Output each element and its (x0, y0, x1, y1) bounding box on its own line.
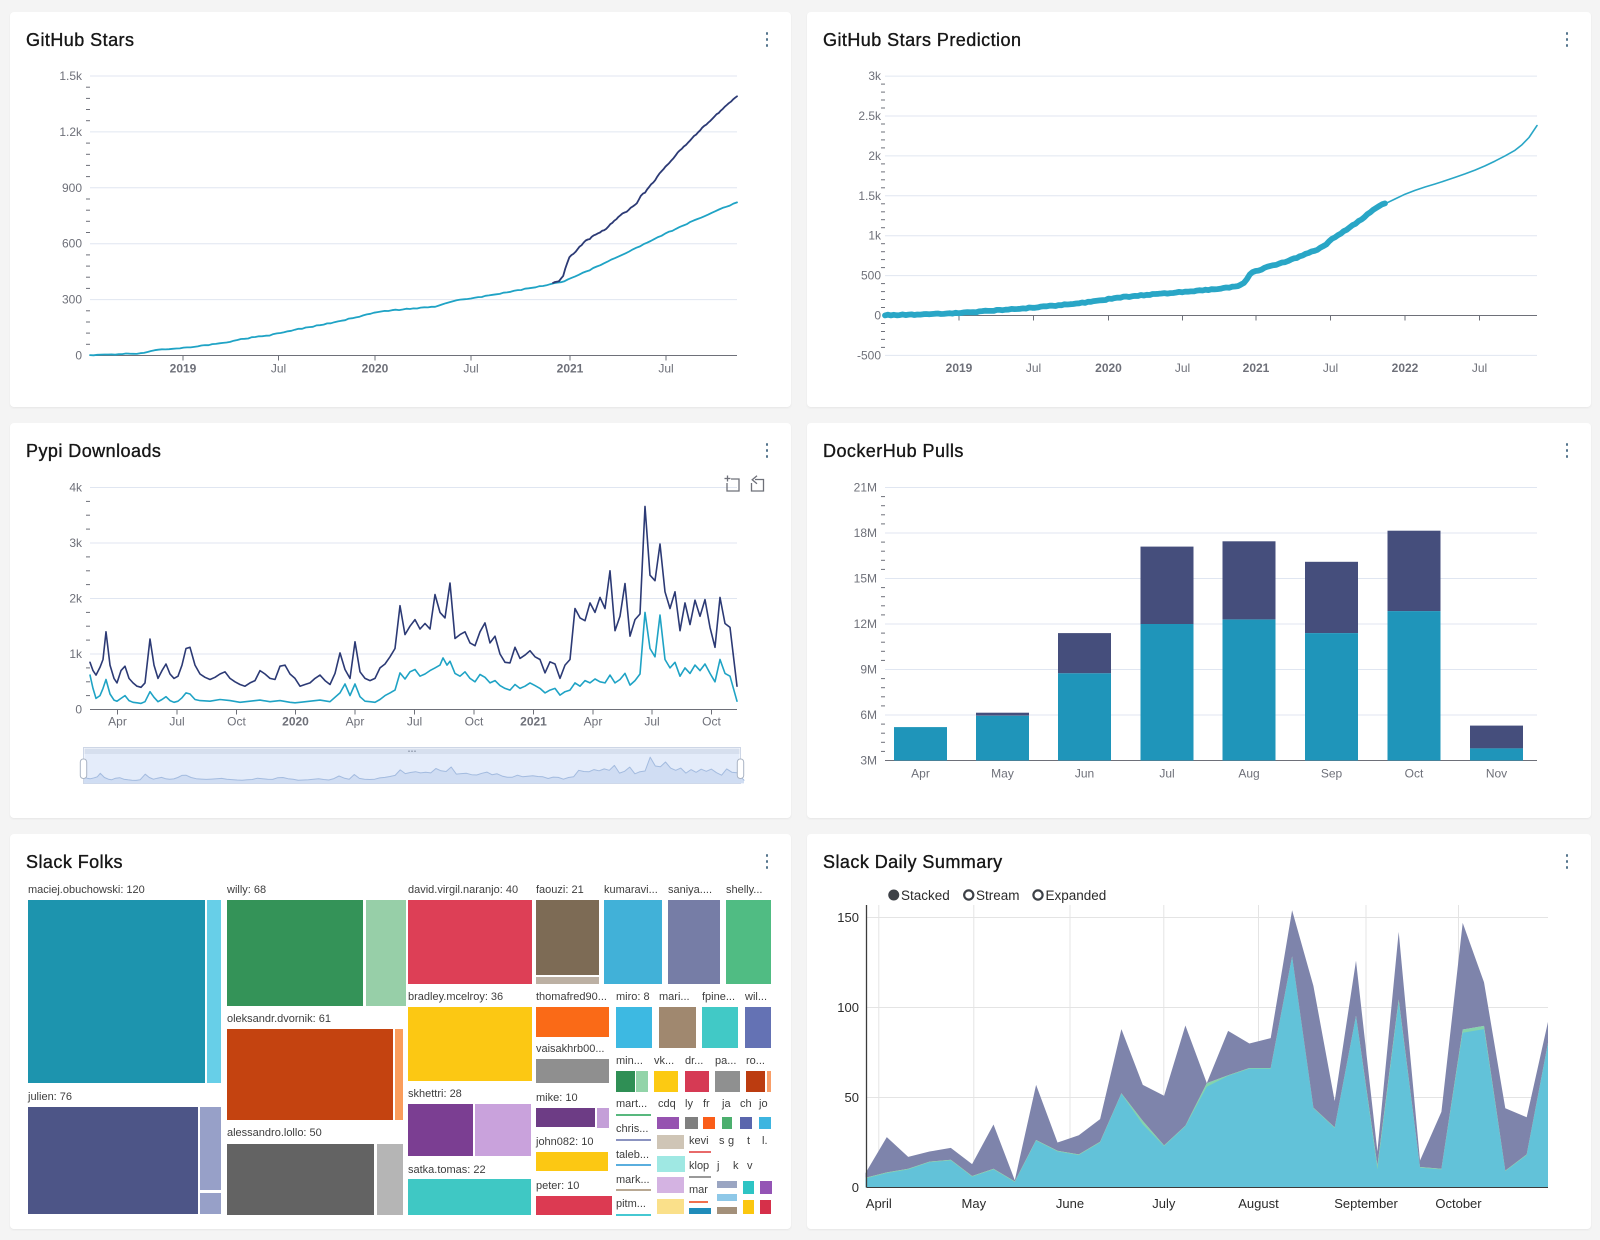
svg-text:0: 0 (75, 349, 82, 363)
svg-text:2020: 2020 (282, 715, 309, 729)
svg-text:0: 0 (75, 703, 82, 717)
svg-text:Oct: Oct (1405, 767, 1424, 781)
svg-text:2021: 2021 (1243, 361, 1270, 375)
svg-text:Jul: Jul (1472, 361, 1487, 375)
svg-text:2.5k: 2.5k (858, 109, 882, 123)
svg-text:Jun: Jun (1075, 767, 1094, 781)
svg-text:2020: 2020 (1095, 361, 1122, 375)
svg-text:April: April (866, 1196, 892, 1211)
svg-text:Apr: Apr (108, 715, 127, 729)
svg-text:300: 300 (62, 293, 82, 307)
svg-text:3M: 3M (860, 754, 877, 768)
svg-text:1.2k: 1.2k (59, 125, 83, 139)
svg-text:50: 50 (845, 1090, 859, 1105)
svg-text:18M: 18M (854, 526, 877, 540)
svg-text:2022: 2022 (1392, 361, 1419, 375)
svg-text:2021: 2021 (520, 715, 547, 729)
svg-text:May: May (962, 1196, 987, 1211)
svg-text:900: 900 (62, 181, 82, 195)
svg-text:Aug: Aug (1238, 767, 1259, 781)
svg-text:July: July (1152, 1196, 1176, 1211)
svg-text:4k: 4k (69, 481, 83, 495)
svg-text:Stream: Stream (976, 888, 1020, 903)
svg-text:Sep: Sep (1321, 767, 1343, 781)
svg-text:2019: 2019 (170, 362, 197, 376)
svg-text:May: May (991, 767, 1014, 781)
svg-text:12M: 12M (854, 617, 877, 631)
svg-text:August: August (1238, 1196, 1279, 1211)
svg-text:Jul: Jul (1323, 361, 1338, 375)
svg-text:Jul: Jul (271, 362, 286, 376)
svg-text:Apr: Apr (911, 767, 930, 781)
svg-text:500: 500 (861, 269, 881, 283)
svg-text:3k: 3k (868, 69, 882, 83)
svg-text:15M: 15M (854, 572, 877, 586)
svg-text:0: 0 (874, 309, 881, 323)
svg-text:Oct: Oct (702, 715, 721, 729)
svg-text:Jul: Jul (658, 362, 673, 376)
svg-text:2k: 2k (69, 592, 83, 606)
svg-text:Apr: Apr (346, 715, 365, 729)
svg-text:Jul: Jul (169, 715, 184, 729)
svg-text:October: October (1435, 1196, 1482, 1211)
svg-text:Expanded: Expanded (1046, 888, 1107, 903)
svg-text:1.5k: 1.5k (59, 69, 83, 83)
svg-text:6M: 6M (860, 708, 877, 722)
svg-text:150: 150 (837, 910, 859, 925)
svg-text:3k: 3k (69, 536, 83, 550)
svg-text:Jul: Jul (1175, 361, 1190, 375)
svg-text:600: 600 (62, 237, 82, 251)
svg-text:Stacked: Stacked (901, 888, 950, 903)
svg-text:Apr: Apr (584, 715, 603, 729)
svg-text:Jul: Jul (1159, 767, 1174, 781)
svg-text:Nov: Nov (1486, 767, 1507, 781)
svg-text:1k: 1k (69, 647, 83, 661)
svg-text:Jul: Jul (463, 362, 478, 376)
svg-text:Oct: Oct (227, 715, 246, 729)
svg-text:Jul: Jul (1026, 361, 1041, 375)
svg-text:June: June (1056, 1196, 1084, 1211)
svg-text:0: 0 (852, 1180, 859, 1195)
svg-text:2019: 2019 (946, 361, 973, 375)
svg-text:2021: 2021 (557, 362, 584, 376)
svg-text:-500: -500 (857, 348, 881, 362)
svg-text:1k: 1k (868, 229, 882, 243)
svg-text:Jul: Jul (644, 715, 659, 729)
svg-text:Oct: Oct (465, 715, 484, 729)
svg-text:2020: 2020 (362, 362, 389, 376)
svg-text:100: 100 (837, 1000, 859, 1015)
svg-text:Jul: Jul (407, 715, 422, 729)
svg-text:September: September (1334, 1196, 1398, 1211)
svg-text:21M: 21M (854, 481, 877, 495)
svg-text:2k: 2k (868, 149, 882, 163)
svg-text:1.5k: 1.5k (858, 189, 882, 203)
svg-text:9M: 9M (860, 663, 877, 677)
